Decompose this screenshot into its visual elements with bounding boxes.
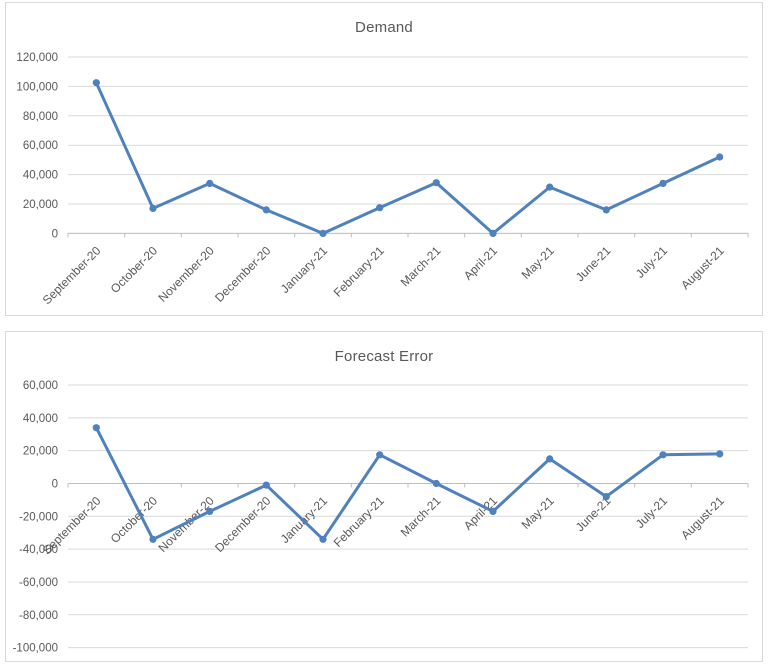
x-axis-category-label: October-20	[108, 243, 161, 296]
data-point	[376, 451, 384, 459]
x-axis-category-label: July-21	[633, 493, 670, 530]
data-point	[716, 450, 724, 458]
x-axis-category-label: February-21	[331, 243, 387, 299]
x-axis-category-label: September-20	[40, 243, 104, 307]
data-point	[716, 153, 724, 161]
data-point	[376, 204, 384, 212]
x-axis-category-label: November-20	[155, 243, 217, 305]
data-point	[602, 206, 610, 214]
x-axis-category-label: August-21	[678, 243, 727, 292]
data-point	[319, 535, 327, 543]
data-point	[262, 206, 270, 214]
data-point	[602, 493, 610, 501]
y-axis-tick-label: 0	[52, 228, 58, 240]
x-axis-category-label: May-21	[519, 493, 557, 531]
data-point	[659, 179, 667, 187]
y-axis-tick-label: -40,000	[19, 544, 58, 556]
demand-chart: Demand 0 20,000 40,000 60,000 80,000 100,000 1…	[5, 2, 763, 316]
x-axis-category-label: March-21	[398, 243, 444, 289]
x-axis-category-label: June-21	[573, 243, 614, 284]
data-point	[432, 179, 440, 187]
y-axis-tick-label: 0	[52, 478, 58, 490]
data-point	[319, 229, 327, 237]
forecast-error-chart-title: Forecast Error	[334, 348, 434, 365]
x-axis-category-label: February-21	[331, 493, 387, 549]
y-axis-tick-label: 20,000	[23, 199, 58, 211]
y-axis-tick-label: 120,000	[16, 52, 58, 64]
x-axis-category-label: July-21	[633, 243, 670, 280]
x-axis-category-label: August-21	[678, 493, 727, 542]
data-point	[546, 455, 554, 463]
y-axis-tick-label: 60,000	[23, 380, 58, 392]
data-point	[489, 229, 497, 237]
demand-chart-title: Demand	[355, 19, 413, 36]
data-point	[546, 183, 554, 191]
x-axis-category-label: May-21	[519, 243, 557, 281]
data-point	[489, 507, 497, 515]
data-point	[206, 507, 214, 515]
demand-plot-area: 0 20,000 40,000 60,000 80,000 100,000 120,000 S…	[16, 52, 749, 307]
x-axis-category-label: January-21	[278, 243, 331, 296]
x-axis-category-label: September-20	[40, 493, 104, 557]
y-axis-tick-label: 40,000	[23, 413, 58, 425]
series-line	[94, 81, 722, 235]
x-axis-category-label: December-20	[212, 243, 274, 305]
data-point	[92, 424, 100, 432]
series-line	[94, 426, 722, 541]
forecast-error-plot-area: -100,000 -80,000 -60,000 -40,000 -20,000 0 20,…	[13, 380, 749, 655]
y-axis-tick-label: -20,000	[19, 511, 58, 523]
data-point	[262, 481, 270, 489]
x-axis-category-label: April-21	[461, 243, 500, 282]
y-axis-tick-label: -60,000	[19, 577, 58, 589]
data-point	[149, 204, 157, 212]
y-axis-tick-label: 40,000	[23, 170, 58, 182]
data-point	[92, 79, 100, 87]
y-axis-tick-label: -100,000	[13, 643, 58, 655]
y-axis-tick-label: -80,000	[19, 610, 58, 622]
data-point	[149, 535, 157, 543]
y-axis-tick-label: 80,000	[23, 111, 58, 123]
data-point	[432, 479, 440, 488]
data-point	[206, 179, 214, 187]
y-axis-tick-label: 60,000	[23, 140, 58, 152]
y-axis-tick-label: 20,000	[23, 446, 58, 458]
y-axis-tick-label: 100,000	[16, 81, 58, 93]
data-point	[659, 451, 667, 459]
x-axis-category-label: December-20	[212, 493, 274, 555]
forecast-error-chart: Forecast Error -100,000 -80,000 -60,000 -40…	[5, 331, 763, 662]
